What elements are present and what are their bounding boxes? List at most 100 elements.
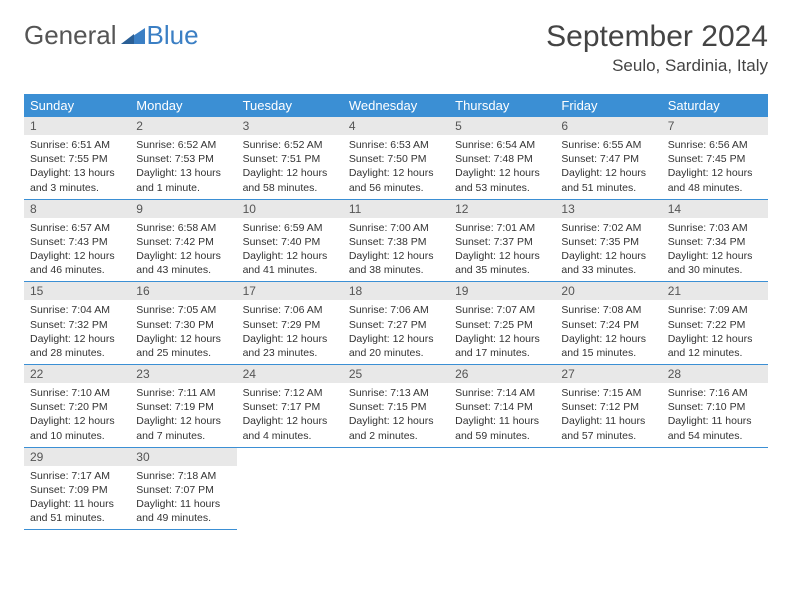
daylight-text: Daylight: 12 hours and 12 minutes. [668, 332, 762, 360]
sunset-text: Sunset: 7:48 PM [455, 152, 549, 166]
day-info: Sunrise: 7:06 AMSunset: 7:29 PMDaylight:… [237, 300, 343, 364]
sunrise-text: Sunrise: 7:08 AM [561, 303, 655, 317]
day-number: 8 [24, 200, 130, 218]
sunset-text: Sunset: 7:50 PM [349, 152, 443, 166]
sunset-text: Sunset: 7:20 PM [30, 400, 124, 414]
daylight-text: Daylight: 11 hours and 51 minutes. [30, 497, 124, 525]
day-info: Sunrise: 6:55 AMSunset: 7:47 PMDaylight:… [555, 135, 661, 199]
sunrise-text: Sunrise: 7:06 AM [243, 303, 337, 317]
sunrise-text: Sunrise: 7:15 AM [561, 386, 655, 400]
calendar-day-cell: 12Sunrise: 7:01 AMSunset: 7:37 PMDayligh… [449, 199, 555, 282]
calendar-day-cell: 29Sunrise: 7:17 AMSunset: 7:09 PMDayligh… [24, 447, 130, 530]
calendar-week: 15Sunrise: 7:04 AMSunset: 7:32 PMDayligh… [24, 282, 768, 365]
weekday-header: Tuesday [237, 94, 343, 117]
day-number: 4 [343, 117, 449, 135]
sunrise-text: Sunrise: 7:12 AM [243, 386, 337, 400]
calendar-day-cell: 15Sunrise: 7:04 AMSunset: 7:32 PMDayligh… [24, 282, 130, 365]
day-number: 29 [24, 448, 130, 466]
sunrise-text: Sunrise: 7:01 AM [455, 221, 549, 235]
day-info: Sunrise: 7:13 AMSunset: 7:15 PMDaylight:… [343, 383, 449, 447]
day-info: Sunrise: 7:07 AMSunset: 7:25 PMDaylight:… [449, 300, 555, 364]
day-number: 16 [130, 282, 236, 300]
sunset-text: Sunset: 7:25 PM [455, 318, 549, 332]
day-number: 19 [449, 282, 555, 300]
day-info: Sunrise: 6:53 AMSunset: 7:50 PMDaylight:… [343, 135, 449, 199]
calendar-day-cell [343, 447, 449, 530]
day-number: 23 [130, 365, 236, 383]
calendar-day-cell: 13Sunrise: 7:02 AMSunset: 7:35 PMDayligh… [555, 199, 661, 282]
sunrise-text: Sunrise: 6:55 AM [561, 138, 655, 152]
day-info: Sunrise: 7:17 AMSunset: 7:09 PMDaylight:… [24, 466, 130, 530]
sunset-text: Sunset: 7:37 PM [455, 235, 549, 249]
calendar-week: 8Sunrise: 6:57 AMSunset: 7:43 PMDaylight… [24, 199, 768, 282]
day-info: Sunrise: 7:14 AMSunset: 7:14 PMDaylight:… [449, 383, 555, 447]
sunset-text: Sunset: 7:32 PM [30, 318, 124, 332]
day-info: Sunrise: 7:01 AMSunset: 7:37 PMDaylight:… [449, 218, 555, 282]
calendar-day-cell: 18Sunrise: 7:06 AMSunset: 7:27 PMDayligh… [343, 282, 449, 365]
day-info: Sunrise: 7:11 AMSunset: 7:19 PMDaylight:… [130, 383, 236, 447]
calendar-week: 22 Sunrise: 7:10 AMSunset: 7:20 PM Dayligh… [24, 365, 768, 448]
day-number: 5 [449, 117, 555, 135]
sunset-text: Sunset: 7:34 PM [668, 235, 762, 249]
day-info: Sunrise: 6:59 AMSunset: 7:40 PMDaylight:… [237, 218, 343, 282]
weekday-header: Monday [130, 94, 236, 117]
sunrise-text: Sunrise: 7:07 AM [455, 303, 549, 317]
sunrise-text: Sunrise: 7:03 AM [668, 221, 762, 235]
calendar-day-cell: 7Sunrise: 6:56 AMSunset: 7:45 PMDaylight… [662, 117, 768, 199]
daylight-text: Daylight: 12 hours and 30 minutes. [668, 249, 762, 277]
day-info: Sunrise: 7:04 AMSunset: 7:32 PMDaylight:… [24, 300, 130, 364]
weekday-header: Sunday [24, 94, 130, 117]
sunrise-text: Sunrise: 6:52 AM [136, 138, 230, 152]
day-number: 3 [237, 117, 343, 135]
daylight-text: Daylight: 11 hours and 54 minutes. [668, 414, 762, 442]
daylight-text: Daylight: 12 hours and 56 minutes. [349, 166, 443, 194]
daylight-text: Daylight: 12 hours and 38 minutes. [349, 249, 443, 277]
weekday-header: Friday [555, 94, 661, 117]
day-number: 6 [555, 117, 661, 135]
day-number: 28 [662, 365, 768, 383]
sunrise-text: Sunrise: 7:06 AM [349, 303, 443, 317]
sunset-text: Sunset: 7:22 PM [668, 318, 762, 332]
daylight-text: Daylight: 12 hours and 43 minutes. [136, 249, 230, 277]
sunset-text: Sunset: 7:15 PM [349, 400, 443, 414]
calendar-day-cell: 10Sunrise: 6:59 AMSunset: 7:40 PMDayligh… [237, 199, 343, 282]
calendar-day-cell: 17Sunrise: 7:06 AMSunset: 7:29 PMDayligh… [237, 282, 343, 365]
sunrise-text: Sunrise: 7:18 AM [136, 469, 230, 483]
day-number: 27 [555, 365, 661, 383]
calendar-day-cell: 30Sunrise: 7:18 AMSunset: 7:07 PMDayligh… [130, 447, 236, 530]
sunrise-text: Sunrise: 7:10 AM [30, 386, 124, 400]
sunrise-text: Sunrise: 6:58 AM [136, 221, 230, 235]
day-number: 24 [237, 365, 343, 383]
day-number: 13 [555, 200, 661, 218]
daylight-text: Daylight: 12 hours and 51 minutes. [561, 166, 655, 194]
day-info: Sunrise: 6:52 AMSunset: 7:51 PMDaylight:… [237, 135, 343, 199]
weekday-header-row: SundayMondayTuesdayWednesdayThursdayFrid… [24, 94, 768, 117]
day-number: 9 [130, 200, 236, 218]
sunrise-text: Sunrise: 6:56 AM [668, 138, 762, 152]
day-info: Sunrise: 7:15 AMSunset: 7:12 PMDaylight:… [555, 383, 661, 447]
day-info: Sunrise: 7:08 AMSunset: 7:24 PMDaylight:… [555, 300, 661, 364]
day-number: 22 [24, 365, 130, 383]
daylight-text: Daylight: 13 hours and 1 minute. [136, 166, 230, 194]
daylight-text: Daylight: 12 hours and 53 minutes. [455, 166, 549, 194]
day-number: 17 [237, 282, 343, 300]
day-info: Sunrise: 6:52 AMSunset: 7:53 PMDaylight:… [130, 135, 236, 199]
calendar-day-cell: 14Sunrise: 7:03 AMSunset: 7:34 PMDayligh… [662, 199, 768, 282]
calendar-table: SundayMondayTuesdayWednesdayThursdayFrid… [24, 94, 768, 530]
sunrise-text: Sunrise: 6:59 AM [243, 221, 337, 235]
calendar-day-cell: 22Sunrise: 7:10 AMSunset: 7:20 PMDayligh… [24, 365, 130, 448]
sunset-text: Sunset: 7:42 PM [136, 235, 230, 249]
calendar-day-cell [449, 447, 555, 530]
daylight-text: Daylight: 12 hours and 46 minutes. [30, 249, 124, 277]
day-info: Sunrise: 7:03 AMSunset: 7:34 PMDaylight:… [662, 218, 768, 282]
sunrise-text: Sunrise: 7:14 AM [455, 386, 549, 400]
sunrise-text: Sunrise: 6:54 AM [455, 138, 549, 152]
day-number: 15 [24, 282, 130, 300]
calendar-day-cell: 21Sunrise: 7:09 AMSunset: 7:22 PMDayligh… [662, 282, 768, 365]
day-info: Sunrise: 7:05 AMSunset: 7:30 PMDaylight:… [130, 300, 236, 364]
calendar-day-cell: 19Sunrise: 7:07 AMSunset: 7:25 PMDayligh… [449, 282, 555, 365]
calendar-day-cell: 23Sunrise: 7:11 AMSunset: 7:19 PMDayligh… [130, 365, 236, 448]
weekday-header: Saturday [662, 94, 768, 117]
daylight-text: Daylight: 12 hours and 41 minutes. [243, 249, 337, 277]
calendar-day-cell: 5 Sunrise: 6:54 AMSunset: 7:48 PMDaylight… [449, 117, 555, 199]
